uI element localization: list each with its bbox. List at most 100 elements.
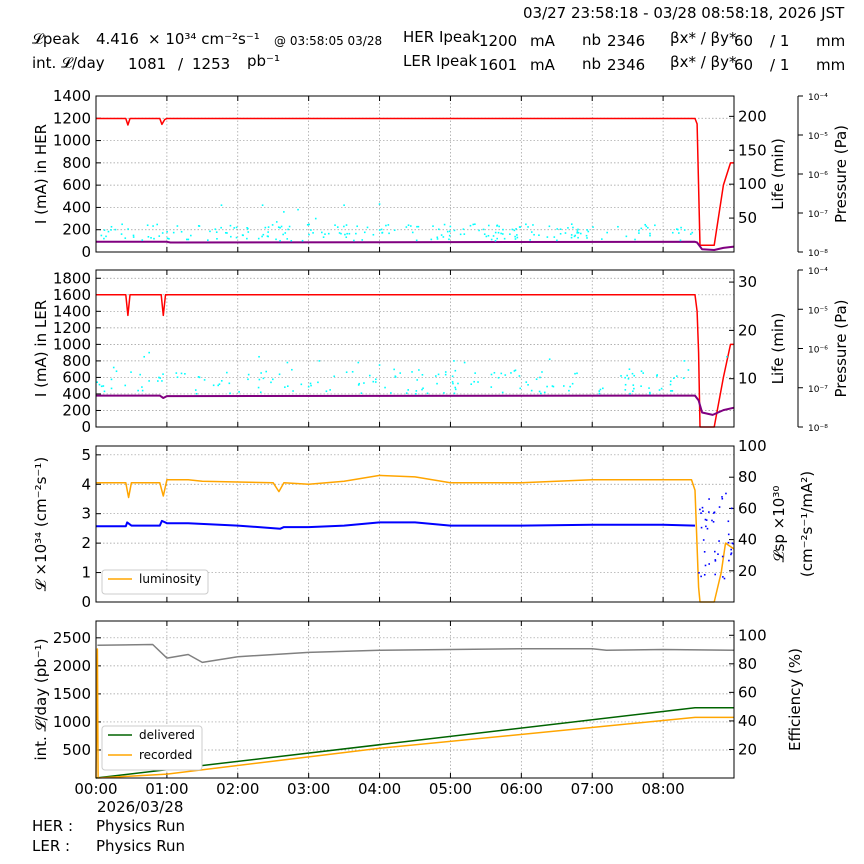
scatter-point: [730, 548, 732, 551]
scatter-point: [559, 228, 562, 231]
pressure-axis-label: Pressure (Pa): [832, 125, 850, 223]
scatter-point: [197, 225, 200, 227]
y-right-tick-label: 10: [738, 370, 757, 388]
scatter-point: [336, 226, 339, 228]
scatter-point: [141, 389, 144, 392]
y-right-tick-label: 60: [738, 683, 757, 701]
scatter-point: [642, 372, 645, 374]
footer-her-status: Physics Run: [96, 817, 186, 835]
scatter-point: [462, 228, 465, 230]
y-tick-label: 600: [62, 176, 91, 194]
her-beta-x: 60: [734, 32, 754, 50]
scatter-point: [571, 382, 574, 385]
scatter-point: [283, 211, 285, 213]
y-right-tick-label: 30: [738, 273, 757, 291]
scatter-point: [436, 238, 439, 240]
scatter-point: [483, 233, 486, 235]
scatter-point: [329, 389, 331, 391]
y-axis-label: 𝓛 ×10³⁴ (cm⁻²s⁻¹): [32, 457, 50, 591]
scatter-point: [649, 234, 651, 237]
y-tick-label: 200: [62, 221, 91, 239]
pressure-tick-label: 10⁻⁶: [808, 171, 828, 181]
scatter-point: [121, 223, 123, 226]
scatter-point: [358, 382, 360, 385]
scatter-point: [375, 378, 377, 381]
scatter-point: [449, 225, 452, 228]
scatter-point: [497, 376, 500, 379]
scatter-point: [671, 390, 674, 392]
scatter-point: [325, 390, 328, 393]
panel-integrated: 500 1000 1500 2000 2500 20 40 60 80 100 int. 𝓛/day…: [32, 620, 804, 816]
x-tick-label: 05:00: [429, 780, 472, 798]
scatter-point: [567, 227, 569, 229]
scatter-point: [436, 236, 439, 239]
scatter-point: [430, 238, 433, 241]
y-tick-label: 600: [62, 368, 91, 386]
scatter-point: [246, 237, 248, 240]
scatter-point: [632, 390, 634, 393]
scatter-point: [687, 369, 690, 371]
scatter-point: [482, 228, 485, 231]
scatter-point: [514, 369, 517, 372]
scatter-point: [556, 228, 559, 230]
legend-label-recorded: recorded: [139, 748, 192, 762]
y-axis-label: I (mA) in LER: [32, 300, 50, 397]
scatter-point: [548, 225, 551, 228]
pressure-tick-label: 10⁻⁵: [808, 132, 828, 142]
her-nb-value: 2346: [607, 32, 646, 50]
scatter-point: [310, 384, 312, 387]
plot-frame: [95, 269, 735, 428]
scatter-point: [310, 229, 312, 231]
y-tick-label: 0: [81, 243, 91, 261]
scatter-point: [286, 385, 289, 387]
scatter-point: [704, 518, 707, 521]
scatter-point: [271, 224, 274, 226]
y-tick-label: 200: [62, 401, 91, 419]
scatter-point: [235, 236, 238, 239]
scatter-point: [314, 217, 317, 220]
scatter-point: [731, 542, 734, 545]
scatter-point: [683, 360, 686, 362]
scatter-point: [148, 351, 150, 354]
scatter-point: [576, 372, 578, 375]
scatter-point: [617, 225, 619, 228]
y-tick-label: 400: [62, 198, 91, 216]
x-tick-label: 00:00: [74, 780, 117, 798]
y-right-axis-label: 𝓛sp ×10³⁰: [770, 486, 788, 563]
scatter-point: [102, 385, 105, 387]
scatter-point: [247, 373, 250, 376]
scatter-point: [124, 237, 127, 239]
ler-beta-x: 60: [734, 56, 754, 74]
scatter-point: [474, 223, 476, 226]
scatter-point: [714, 559, 717, 561]
scatter-point: [624, 383, 627, 386]
scatter-point: [172, 231, 175, 234]
scatter-point: [120, 233, 123, 235]
scatter-point: [132, 236, 135, 238]
pressure-tick-label: 10⁻⁴: [808, 93, 828, 103]
scatter-point: [529, 239, 531, 241]
scatter-point: [493, 371, 496, 374]
y-right-tick-label: 100: [738, 626, 767, 644]
scatter-point: [257, 386, 260, 389]
scatter-point: [348, 232, 351, 235]
scatter-point: [490, 386, 493, 388]
scatter-point: [96, 381, 98, 383]
scatter-point: [141, 239, 144, 241]
scatter-point: [343, 225, 345, 228]
scatter-point: [360, 392, 363, 394]
lpeak-label: 𝓛peak: [32, 30, 80, 48]
scatter-point: [624, 389, 627, 391]
scatter-point: [577, 231, 580, 234]
y-tick-label: 5: [81, 446, 91, 464]
scatter-point: [703, 573, 706, 576]
scatter-point: [324, 233, 326, 235]
scatter-point: [457, 382, 459, 385]
scatter-point: [487, 234, 490, 237]
scatter-point: [247, 378, 249, 381]
scatter-point: [496, 224, 499, 227]
scatter-point: [632, 384, 635, 386]
series-luminosity: [96, 474, 735, 603]
scatter-point: [500, 372, 503, 375]
